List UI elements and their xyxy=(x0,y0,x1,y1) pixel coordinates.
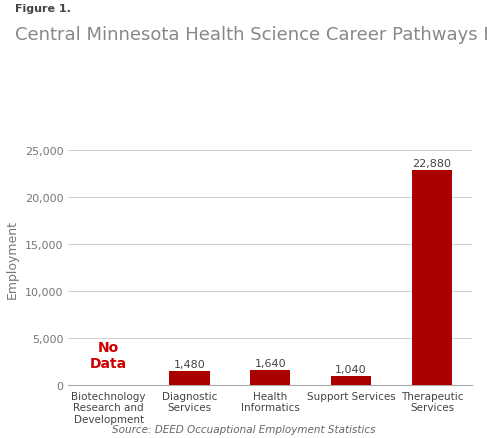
Text: Central Minnesota Health Science Career Pathways Employment: Central Minnesota Health Science Career … xyxy=(15,26,487,44)
Text: 1,040: 1,040 xyxy=(336,364,367,374)
Bar xyxy=(331,376,371,385)
Text: Figure 1.: Figure 1. xyxy=(15,4,71,14)
Bar xyxy=(412,170,452,385)
Text: No
Data: No Data xyxy=(90,340,127,371)
Bar xyxy=(250,370,290,385)
Text: Source: DEED Occuaptional Employment Statistics: Source: DEED Occuaptional Employment Sta… xyxy=(112,424,375,434)
Text: 1,480: 1,480 xyxy=(173,360,206,370)
Y-axis label: Employment: Employment xyxy=(6,219,19,298)
Text: 22,880: 22,880 xyxy=(412,158,451,168)
Text: 1,640: 1,640 xyxy=(255,358,286,368)
Bar xyxy=(169,371,210,385)
